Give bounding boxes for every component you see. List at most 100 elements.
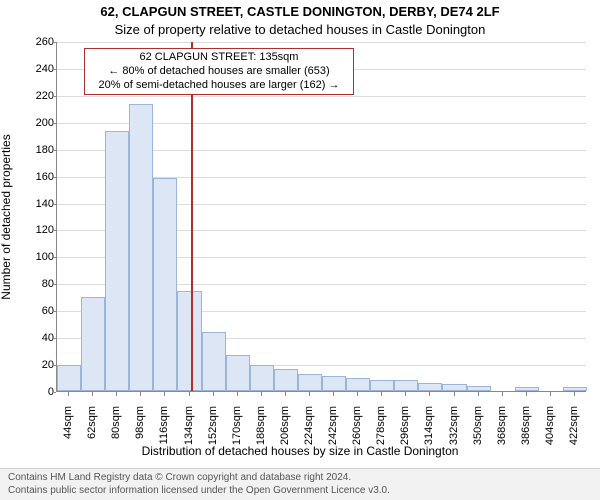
xtick-label: 44sqm [62, 406, 74, 446]
xtick-mark [116, 392, 117, 396]
ytick-label: 260 [14, 36, 54, 48]
histogram-bar [57, 365, 81, 391]
gridline [57, 42, 586, 43]
histogram-bar [177, 291, 201, 391]
annotation-line1: 62 CLAPGUN STREET: 135sqm [91, 51, 347, 65]
footer-line2: Contains public sector information licen… [8, 485, 592, 498]
ytick-mark [52, 123, 56, 124]
histogram-bar [129, 104, 153, 391]
ytick-mark [52, 96, 56, 97]
ytick-label: 140 [14, 198, 54, 210]
y-axis-label: Number of detached properties [0, 134, 13, 299]
ytick-label: 200 [14, 117, 54, 129]
xtick-mark [454, 392, 455, 396]
xtick-label: 350sqm [472, 406, 484, 446]
xtick-mark [429, 392, 430, 396]
xtick-label: 152sqm [207, 406, 219, 446]
histogram-bar [226, 355, 250, 391]
histogram-bar [81, 297, 105, 391]
xtick-label: 134sqm [183, 406, 195, 446]
xtick-mark [261, 392, 262, 396]
ytick-mark [52, 204, 56, 205]
xtick-label: 260sqm [351, 406, 363, 446]
xtick-label: 296sqm [399, 406, 411, 446]
xtick-mark [140, 392, 141, 396]
xtick-label: 206sqm [279, 406, 291, 446]
histogram-bar [394, 380, 418, 391]
xtick-label: 278sqm [375, 406, 387, 446]
histogram-bar [105, 131, 129, 391]
xtick-label: 188sqm [255, 406, 267, 446]
chart-container: 62, CLAPGUN STREET, CASTLE DONINGTON, DE… [0, 0, 600, 500]
xtick-label: 332sqm [448, 406, 460, 446]
histogram-bar [442, 384, 466, 391]
ytick-mark [52, 257, 56, 258]
xtick-label: 404sqm [544, 406, 556, 446]
ytick-label: 180 [14, 144, 54, 156]
histogram-bar [202, 332, 226, 391]
histogram-bar [346, 378, 370, 391]
xtick-mark [92, 392, 93, 396]
histogram-bar [250, 365, 274, 391]
histogram-bar [563, 387, 587, 391]
ytick-label: 160 [14, 171, 54, 183]
xtick-mark [405, 392, 406, 396]
xtick-mark [478, 392, 479, 396]
xtick-label: 170sqm [231, 406, 243, 446]
x-axis-label: Distribution of detached houses by size … [0, 444, 600, 458]
histogram-bar [274, 369, 298, 391]
ytick-label: 220 [14, 90, 54, 102]
xtick-label: 368sqm [496, 406, 508, 446]
xtick-label: 80sqm [110, 406, 122, 446]
ytick-mark [52, 392, 56, 393]
ytick-label: 20 [14, 359, 54, 371]
xtick-mark [309, 392, 310, 396]
ytick-mark [52, 365, 56, 366]
histogram-bar [515, 387, 539, 391]
xtick-label: 314sqm [423, 406, 435, 446]
ytick-label: 100 [14, 251, 54, 263]
ytick-mark [52, 338, 56, 339]
xtick-mark [237, 392, 238, 396]
annotation-line3: 20% of semi-detached houses are larger (… [91, 79, 347, 93]
ytick-label: 80 [14, 278, 54, 290]
ytick-mark [52, 177, 56, 178]
xtick-label: 242sqm [327, 406, 339, 446]
xtick-mark [333, 392, 334, 396]
xtick-label: 224sqm [303, 406, 315, 446]
ytick-mark [52, 311, 56, 312]
ytick-mark [52, 150, 56, 151]
ytick-mark [52, 230, 56, 231]
xtick-mark [189, 392, 190, 396]
histogram-bar [322, 376, 346, 391]
xtick-mark [526, 392, 527, 396]
ytick-label: 60 [14, 305, 54, 317]
annotation-line2: ← 80% of detached houses are smaller (65… [91, 65, 347, 79]
ytick-label: 40 [14, 332, 54, 344]
histogram-bar [418, 383, 442, 391]
xtick-label: 62sqm [86, 406, 98, 446]
ytick-mark [52, 284, 56, 285]
histogram-bar [370, 380, 394, 391]
xtick-mark [68, 392, 69, 396]
histogram-bar [153, 178, 177, 391]
xtick-mark [502, 392, 503, 396]
ytick-mark [52, 42, 56, 43]
ytick-label: 240 [14, 63, 54, 75]
xtick-mark [213, 392, 214, 396]
xtick-label: 422sqm [568, 406, 580, 446]
gridline [57, 96, 586, 97]
xtick-label: 98sqm [134, 406, 146, 446]
ytick-label: 120 [14, 224, 54, 236]
ytick-mark [52, 69, 56, 70]
ytick-label: 0 [14, 386, 54, 398]
footer-line1: Contains HM Land Registry data © Crown c… [8, 472, 592, 485]
xtick-mark [574, 392, 575, 396]
annotation-box: 62 CLAPGUN STREET: 135sqm ← 80% of detac… [84, 48, 354, 95]
xtick-label: 386sqm [520, 406, 532, 446]
xtick-mark [285, 392, 286, 396]
footer: Contains HM Land Registry data © Crown c… [0, 468, 600, 500]
xtick-mark [550, 392, 551, 396]
xtick-mark [357, 392, 358, 396]
xtick-label: 116sqm [158, 406, 170, 446]
